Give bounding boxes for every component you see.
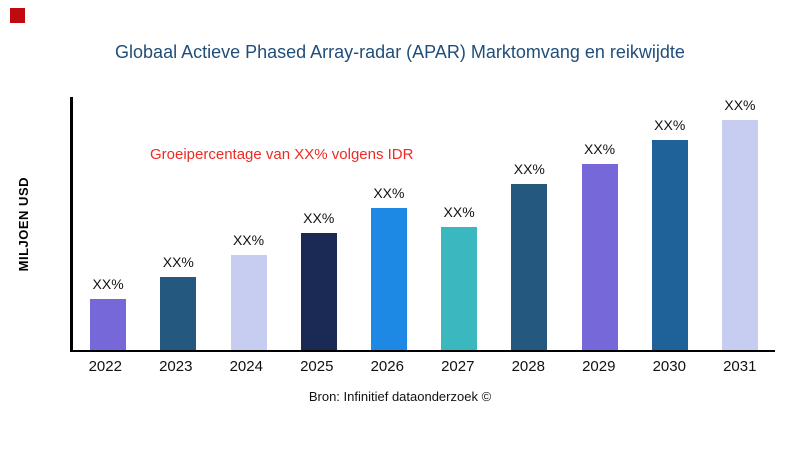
bar-2031 [721, 120, 758, 350]
bar-2030 [651, 139, 688, 350]
bar-2025 [300, 232, 337, 350]
x-tick-label-2026: 2026 [370, 358, 404, 375]
bar-value-label-2028: XX% [513, 161, 545, 178]
bar-column-2031: XX% [705, 97, 775, 350]
chart-title: Globaal Actieve Phased Array-radar (APAR… [115, 42, 685, 62]
source-footer: Bron: Infinitief dataonderzoek © [308, 389, 492, 404]
bar-value-label-2023: XX% [162, 254, 194, 271]
growth-annotation: Groeipercentage van XX% volgens IDR [150, 146, 414, 163]
bar-2028 [511, 184, 548, 350]
bar-2023 [160, 277, 197, 350]
x-tick-label-2025: 2025 [300, 358, 334, 375]
x-tick-label-2031: 2031 [723, 358, 757, 375]
bar-value-label-2031: XX% [724, 97, 756, 113]
bars: XX% XX% XX% XX% XX% XX% XX% XX% XX% XX% [73, 97, 775, 350]
x-ticks: 2022 2023 2024 2025 2026 2027 2028 2029 2030 2031 [70, 358, 775, 375]
bar-2029 [581, 163, 618, 350]
bar-column-2022: XX% [73, 97, 143, 350]
bar-column-2029: XX% [564, 97, 634, 350]
bar-column-2026: XX% [354, 97, 424, 350]
x-tick-label-2023: 2023 [159, 358, 193, 375]
x-tick-label-2024: 2024 [229, 358, 263, 375]
x-tick-label-2028: 2028 [511, 358, 545, 375]
bar-value-label-2030: XX% [654, 116, 686, 133]
bar-2026 [370, 208, 407, 350]
bar-column-2030: XX% [635, 97, 705, 350]
bar-2022 [90, 299, 127, 350]
bar-column-2024: XX% [213, 97, 283, 350]
bar-value-label-2024: XX% [232, 231, 265, 248]
bar-value-label-2029: XX% [583, 140, 616, 157]
brand-logo-square [10, 8, 25, 23]
bar-column-2028: XX% [494, 97, 564, 350]
x-tick-label-2030: 2030 [652, 358, 686, 375]
x-tick-label-2027: 2027 [441, 358, 475, 375]
y-axis-label: MILJOEN USD [16, 177, 31, 272]
x-tick-label-2022: 2022 [88, 358, 122, 375]
bar-2024 [230, 254, 267, 350]
bar-value-label-2022: XX% [92, 276, 124, 293]
plot-area: XX% XX% XX% XX% XX% XX% XX% XX% XX% XX% [70, 97, 775, 352]
x-tick-label-2029: 2029 [582, 358, 616, 375]
y-axis-label-wrap: MILJOEN USD [16, 97, 31, 352]
bar-2027 [441, 226, 478, 350]
bar-value-label-2027: XX% [443, 203, 475, 220]
bar-column-2027: XX% [424, 97, 494, 350]
bar-column-2023: XX% [143, 97, 213, 350]
bar-column-2025: XX% [284, 97, 354, 350]
bar-value-label-2026: XX% [373, 185, 405, 202]
bar-value-label-2025: XX% [303, 209, 335, 226]
